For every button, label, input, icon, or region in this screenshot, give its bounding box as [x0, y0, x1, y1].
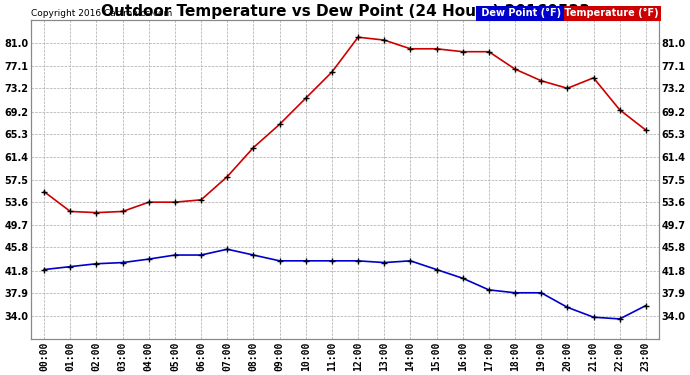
Title: Outdoor Temperature vs Dew Point (24 Hours) 20160523: Outdoor Temperature vs Dew Point (24 Hou…	[101, 4, 589, 19]
Text: Copyright 2016 Cartronics.com: Copyright 2016 Cartronics.com	[31, 9, 172, 18]
Text: Dew Point (°F): Dew Point (°F)	[478, 8, 561, 18]
Text: Temperature (°F): Temperature (°F)	[561, 8, 659, 18]
